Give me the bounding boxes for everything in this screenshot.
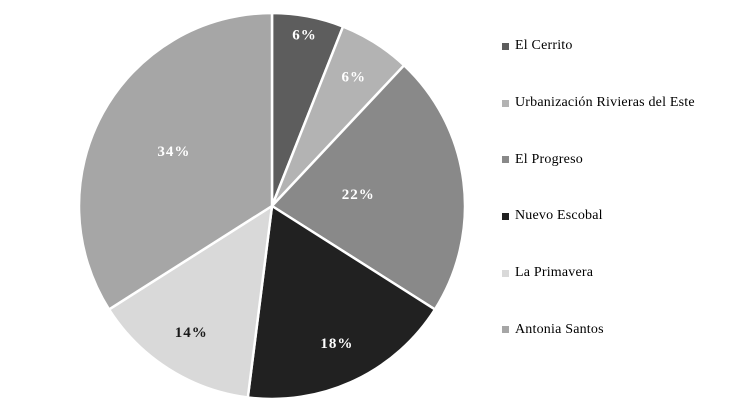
legend-item-urbanizacion-rivieras-del-este: Urbanización Rivieras del Este [502, 75, 695, 132]
legend-label: El Cerrito [515, 38, 573, 54]
legend-marker-icon [502, 156, 509, 164]
pie-slice-antonia-santos [77, 11, 274, 311]
legend-label: La Primavera [515, 265, 594, 281]
legend-item-nuevo-escobal: Nuevo Escobal [502, 188, 695, 245]
legend-label: Nuevo Escobal [515, 208, 603, 224]
pie-slice-nuevo-escobal [246, 204, 437, 401]
slice-label: 22% [342, 187, 375, 203]
legend-item-el-cerrito: El Cerrito [502, 18, 695, 75]
legend: El Cerrito Urbanización Rivieras del Este… [502, 18, 695, 358]
slice-label: 34% [157, 144, 190, 160]
pie-slice-la-primavera [107, 204, 274, 399]
legend-marker-icon [502, 42, 509, 50]
legend-item-la-primavera: La Primavera [502, 245, 695, 302]
legend-marker-icon [502, 212, 509, 220]
legend-label: Antonia Santos [515, 321, 604, 337]
pie-slice-el-progreso [270, 64, 467, 311]
legend-item-el-progreso: El Progreso [502, 131, 695, 188]
slice-label: 14% [175, 325, 208, 341]
slice-label: 6% [292, 27, 317, 43]
legend-item-antonia-santos: Antonia Santos [502, 301, 695, 358]
slice-label: 6% [341, 69, 366, 85]
legend-marker-icon [502, 269, 509, 277]
legend-label: El Progreso [515, 151, 583, 167]
slice-label: 18% [320, 336, 353, 352]
legend-label: Urbanización Rivieras del Este [515, 95, 695, 111]
legend-marker-icon [502, 99, 509, 107]
legend-marker-icon [502, 326, 509, 334]
